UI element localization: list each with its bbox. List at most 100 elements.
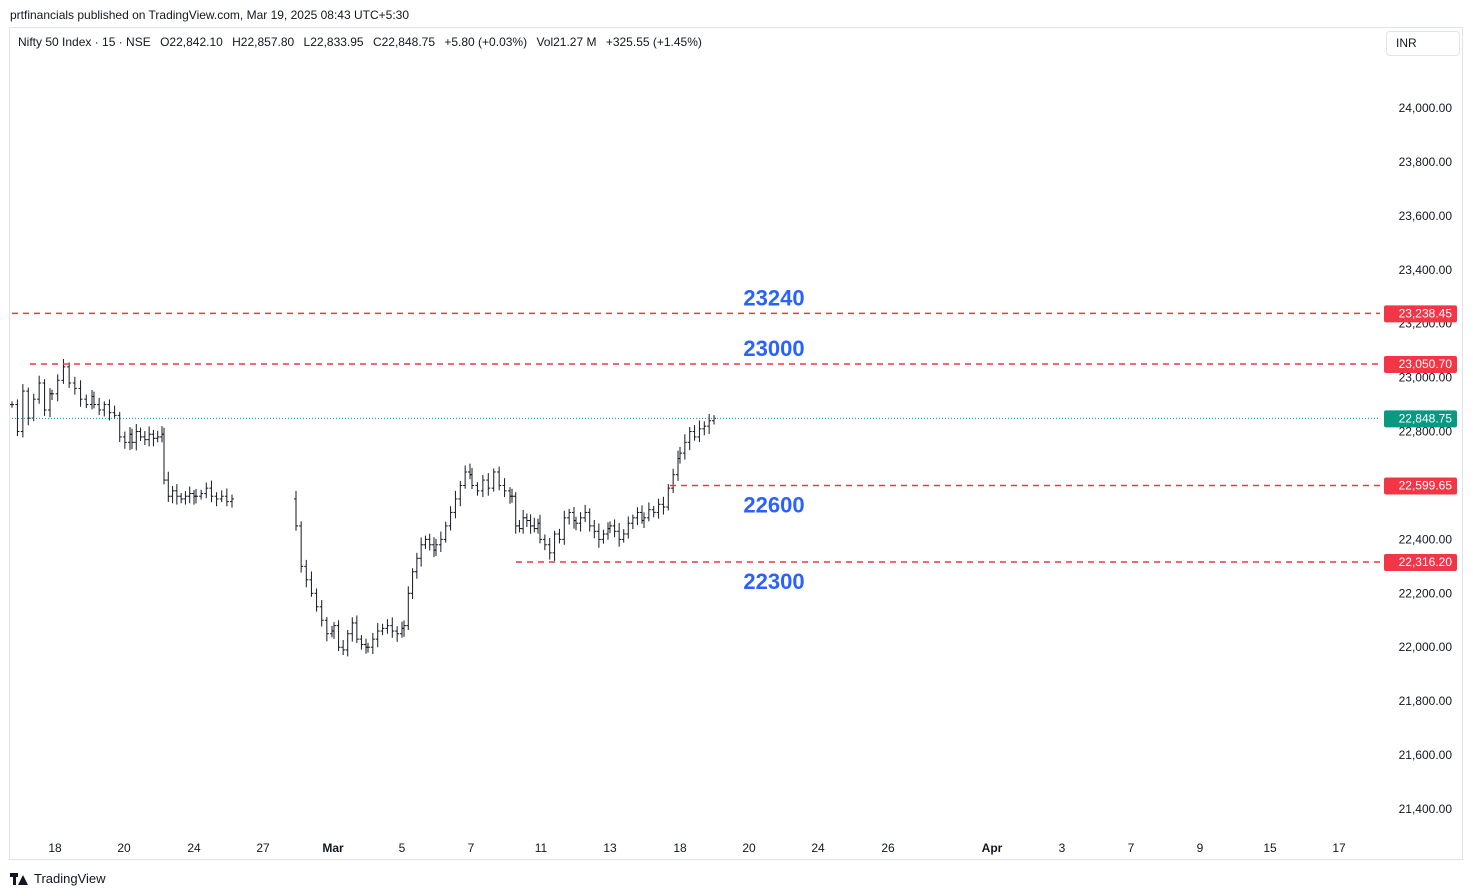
ohlc-bar (162, 427, 166, 485)
ohlc-bar (635, 507, 640, 526)
ohlc-bar (67, 362, 72, 388)
ohlc-bar (656, 498, 661, 519)
x-tick-label: 24 (187, 841, 201, 855)
level-annotation[interactable]: 23240 (743, 285, 804, 310)
x-tick-label: 15 (1263, 841, 1277, 855)
tradingview-logo-icon[interactable] (10, 872, 28, 885)
x-tick-label: 5 (399, 841, 406, 855)
y-tick-label: 21,400.00 (1399, 802, 1453, 816)
ohlc-bar (224, 488, 229, 507)
ohlc-bar (547, 538, 552, 560)
ohlc-bar (497, 466, 502, 491)
legend-change-2: +325.55 (+1.45%) (605, 35, 702, 49)
ohlc-bar (364, 638, 368, 654)
ohlc-bar (299, 521, 304, 573)
ohlc-bar (608, 521, 612, 534)
ohlc-bar (179, 493, 184, 504)
legend-symbol[interactable]: Nifty 50 Index · 15 · NSE (18, 35, 151, 49)
ohlc-bar (583, 504, 588, 523)
y-tick-label: 22,400.00 (1399, 532, 1453, 546)
level-price-label-text: 22,316.20 (1399, 555, 1453, 569)
ohlc-bar (204, 482, 209, 499)
level-price-label: 22,599.65 (1384, 477, 1457, 495)
ohlc-bar (209, 480, 214, 503)
ohlc-bar (128, 426, 132, 451)
x-tick-label: 20 (742, 841, 756, 855)
time-axis[interactable]: 18 20 24 27 Mar 5 7 11 13 18 20 24 26 Apr 3 7 9 15 17 (48, 841, 1346, 855)
ohlc-bar (434, 538, 438, 557)
legend-volume: Vol21.27 M (536, 35, 597, 49)
ohlc-bar (50, 389, 54, 400)
y-tick-label: 24,000.00 (1399, 101, 1453, 115)
ohlc-bar (10, 401, 14, 408)
ohlc-bar (90, 390, 94, 410)
ohlc-bar (508, 487, 512, 504)
footer-brand[interactable]: TradingView (34, 871, 106, 886)
y-tick-label: 22,000.00 (1399, 640, 1453, 654)
level-price-label-text: 22,599.65 (1399, 479, 1453, 493)
ohlc-bar (26, 387, 31, 426)
ohlc-bar (542, 534, 547, 551)
ohlc-bar (574, 516, 578, 531)
legend-high: H22,857.80 (232, 35, 295, 49)
ohlc-bar (414, 552, 419, 579)
ohlc-bar (192, 490, 196, 505)
ohlc-bar (601, 529, 606, 544)
ohlc-bar (395, 626, 400, 642)
level-lines: 23240 23000 22600 22300 (12, 285, 1380, 594)
ohlc-bar (309, 571, 314, 597)
ohlc-bar (112, 405, 117, 420)
last-price-label-text: 22,848.75 (1399, 411, 1453, 425)
ohlc-bar (400, 621, 404, 638)
x-tick-label: 13 (603, 841, 617, 855)
ohlc-bar (155, 430, 160, 443)
ohlc-bar (354, 615, 359, 643)
ohlc-bar (230, 494, 234, 508)
currency-button[interactable]: INR (1386, 31, 1460, 56)
ohlc-bar (350, 617, 355, 642)
ohlc-bar (510, 488, 514, 503)
publisher-line: prtfinancials published on TradingView.c… (10, 8, 410, 22)
x-tick-label: 11 (535, 841, 548, 855)
ohlc-bar (170, 486, 175, 504)
legend-close: C22,848.75 (372, 35, 436, 49)
y-tick-label: 23,400.00 (1399, 263, 1453, 277)
ohlc-bar (107, 399, 112, 421)
ohlc-bar (468, 463, 472, 480)
ohlc-bar (617, 522, 622, 547)
x-tick-label: 18 (673, 841, 687, 855)
ohlc-bar (61, 359, 66, 384)
x-tick-label: 9 (1197, 841, 1204, 855)
ohlc-bar (453, 490, 458, 519)
level-price-label: 23,238.45 (1384, 305, 1457, 323)
ohlc-bar (458, 480, 463, 507)
ohlc-bar (151, 429, 156, 447)
ohlc-bar (651, 505, 656, 518)
x-tick-label: Apr (982, 841, 1003, 855)
x-tick-label: 3 (1059, 841, 1066, 855)
ohlc-bars (10, 359, 716, 657)
ohlc-bar (621, 529, 626, 543)
level-annotation[interactable]: 22600 (743, 493, 804, 518)
ohlc-bar (491, 468, 496, 492)
legend-low: L22,833.95 (303, 35, 364, 49)
ohlc-bar (486, 473, 491, 496)
level-annotation[interactable]: 23000 (743, 336, 804, 361)
ohlc-bar (578, 512, 583, 532)
x-tick-label: 17 (1332, 841, 1346, 855)
ohlc-bar (438, 531, 443, 553)
ohlc-bar (536, 518, 540, 534)
ohlc-bar (521, 509, 526, 534)
y-tick-label: 21,800.00 (1399, 694, 1453, 708)
level-annotation[interactable]: 22300 (743, 569, 804, 594)
y-tick-label: 22,200.00 (1399, 586, 1453, 600)
ohlc-bar (138, 427, 143, 441)
price-axis[interactable]: 21,400.00 21,600.00 21,800.00 22,000.00 22,2… (1384, 101, 1457, 816)
ohlc-bar (463, 465, 468, 489)
ohlc-bar (147, 426, 152, 447)
ohlc-bar (419, 537, 424, 567)
ohlc-bar (304, 559, 309, 588)
ohlc-bar (219, 490, 224, 503)
ohlc-bar (538, 514, 542, 544)
